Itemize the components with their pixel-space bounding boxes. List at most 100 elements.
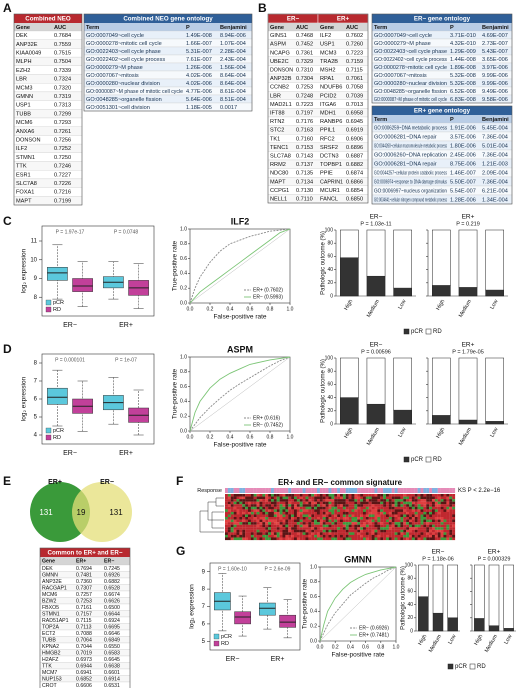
heatmap-cell bbox=[288, 509, 292, 512]
heatmap-cell bbox=[354, 519, 358, 523]
heatmap-cell bbox=[268, 529, 272, 533]
heatmap-cell bbox=[279, 517, 283, 520]
heatmap-cell bbox=[248, 534, 251, 538]
heatmap-cell bbox=[363, 534, 366, 538]
heatmap-cell bbox=[351, 496, 355, 500]
heatmap-cell bbox=[276, 514, 280, 518]
heatmap-cell bbox=[328, 529, 332, 533]
table-cell: ESR1 bbox=[16, 172, 31, 178]
heatmap-cell bbox=[242, 524, 246, 528]
response-cell bbox=[426, 488, 430, 493]
table-cell: GO:0000280~nuclear division bbox=[86, 81, 160, 87]
heatmap-cell bbox=[348, 499, 352, 502]
heatmap-cell bbox=[227, 496, 231, 500]
heatmap-cell bbox=[452, 537, 456, 541]
heatmap-cell bbox=[242, 514, 246, 518]
heatmap-cell bbox=[414, 522, 418, 525]
heatmap-cell bbox=[282, 524, 286, 528]
table-cell: 0.6945 bbox=[346, 119, 363, 125]
heatmap-cell bbox=[314, 499, 318, 502]
heatmap-cell bbox=[345, 511, 349, 515]
heatmap-cell bbox=[368, 519, 372, 523]
heatmap-cell bbox=[357, 514, 361, 518]
heatmap-cell bbox=[250, 519, 254, 523]
heatmap-cell bbox=[227, 534, 231, 538]
response-cell bbox=[409, 488, 412, 493]
heatmap-cell bbox=[397, 494, 401, 497]
heatmap-cell bbox=[446, 509, 450, 512]
heatmap-cell bbox=[279, 537, 283, 541]
heatmap-cell bbox=[443, 524, 447, 528]
heatmap-cell bbox=[411, 501, 415, 505]
heatmap-cell bbox=[342, 522, 346, 525]
response-cell bbox=[449, 488, 453, 493]
heatmap-cell bbox=[265, 524, 269, 528]
heatmap-cell bbox=[386, 496, 389, 500]
heatmap-cell bbox=[360, 522, 364, 525]
heatmap-cell bbox=[397, 496, 401, 500]
heatmap-cell bbox=[245, 506, 249, 510]
heatmap-cell bbox=[409, 537, 412, 541]
heatmap-cell bbox=[250, 496, 254, 500]
response-cell bbox=[291, 488, 295, 493]
heatmap-cell bbox=[345, 494, 349, 497]
bar bbox=[432, 415, 451, 425]
heatmap-cell bbox=[262, 494, 266, 497]
heatmap-cell bbox=[248, 511, 251, 515]
heatmap-cell bbox=[446, 511, 450, 515]
heatmap-cell bbox=[256, 522, 260, 525]
heatmap-cell bbox=[348, 537, 352, 541]
heatmap-cell bbox=[380, 494, 384, 497]
heatmap-cell bbox=[440, 522, 444, 525]
heatmap-cell bbox=[354, 494, 358, 497]
heatmap-cell bbox=[299, 504, 303, 507]
heatmap-cell bbox=[440, 496, 444, 500]
box bbox=[47, 267, 68, 281]
heatmap-cell bbox=[239, 519, 243, 523]
heatmap-cell bbox=[273, 524, 277, 528]
heatmap-cell bbox=[268, 494, 272, 497]
heatmap-cell bbox=[317, 534, 320, 538]
table-cell: 0.7248 bbox=[296, 93, 313, 99]
heatmap-cell bbox=[360, 519, 364, 523]
heatmap-cell bbox=[377, 522, 381, 525]
table-cell: GO:0000278~mitotic cell cycle bbox=[374, 65, 447, 71]
heatmap-cell bbox=[391, 506, 395, 510]
heatmap-cell bbox=[434, 506, 438, 510]
heatmap-cell bbox=[337, 527, 341, 530]
heatmap-cell bbox=[371, 534, 375, 538]
heatmap-cell bbox=[426, 519, 430, 523]
heatmap-cell bbox=[305, 494, 309, 497]
heatmap-cell bbox=[380, 514, 384, 518]
response-cell bbox=[368, 488, 372, 493]
heatmap-cell bbox=[337, 501, 341, 505]
table-cell: 0.6944 bbox=[76, 663, 92, 669]
heatmap-cell bbox=[391, 534, 395, 538]
heatmap-cell bbox=[368, 534, 372, 538]
table-cell: 0.7559 bbox=[54, 42, 71, 48]
heatmap-cell bbox=[227, 509, 231, 512]
heatmap-cell bbox=[360, 537, 364, 541]
heatmap-cell bbox=[302, 517, 306, 520]
response-cell bbox=[429, 488, 433, 493]
heatmap-cell bbox=[322, 496, 326, 500]
heatmap-cell bbox=[394, 514, 398, 518]
heatmap-cell bbox=[239, 506, 243, 510]
panel-letter: F bbox=[176, 474, 183, 488]
response-cell bbox=[296, 488, 300, 493]
table-cell: 0.7313 bbox=[54, 103, 71, 109]
heatmap-cell bbox=[406, 494, 410, 497]
heatmap-cell bbox=[377, 506, 381, 510]
heatmap-cell bbox=[440, 534, 444, 538]
table-cell: 0.7216 bbox=[54, 190, 71, 196]
table-cell: 0.7250 bbox=[54, 155, 71, 161]
heatmap-cell bbox=[331, 494, 335, 497]
heatmap-cell bbox=[296, 529, 300, 533]
response-cell bbox=[230, 488, 234, 493]
heatmap-cell bbox=[432, 511, 435, 515]
y-axis-label: True-positive rate bbox=[302, 578, 309, 629]
heatmap-cell bbox=[417, 537, 421, 541]
heatmap-cell bbox=[317, 532, 320, 535]
heatmap-cell bbox=[368, 509, 372, 512]
